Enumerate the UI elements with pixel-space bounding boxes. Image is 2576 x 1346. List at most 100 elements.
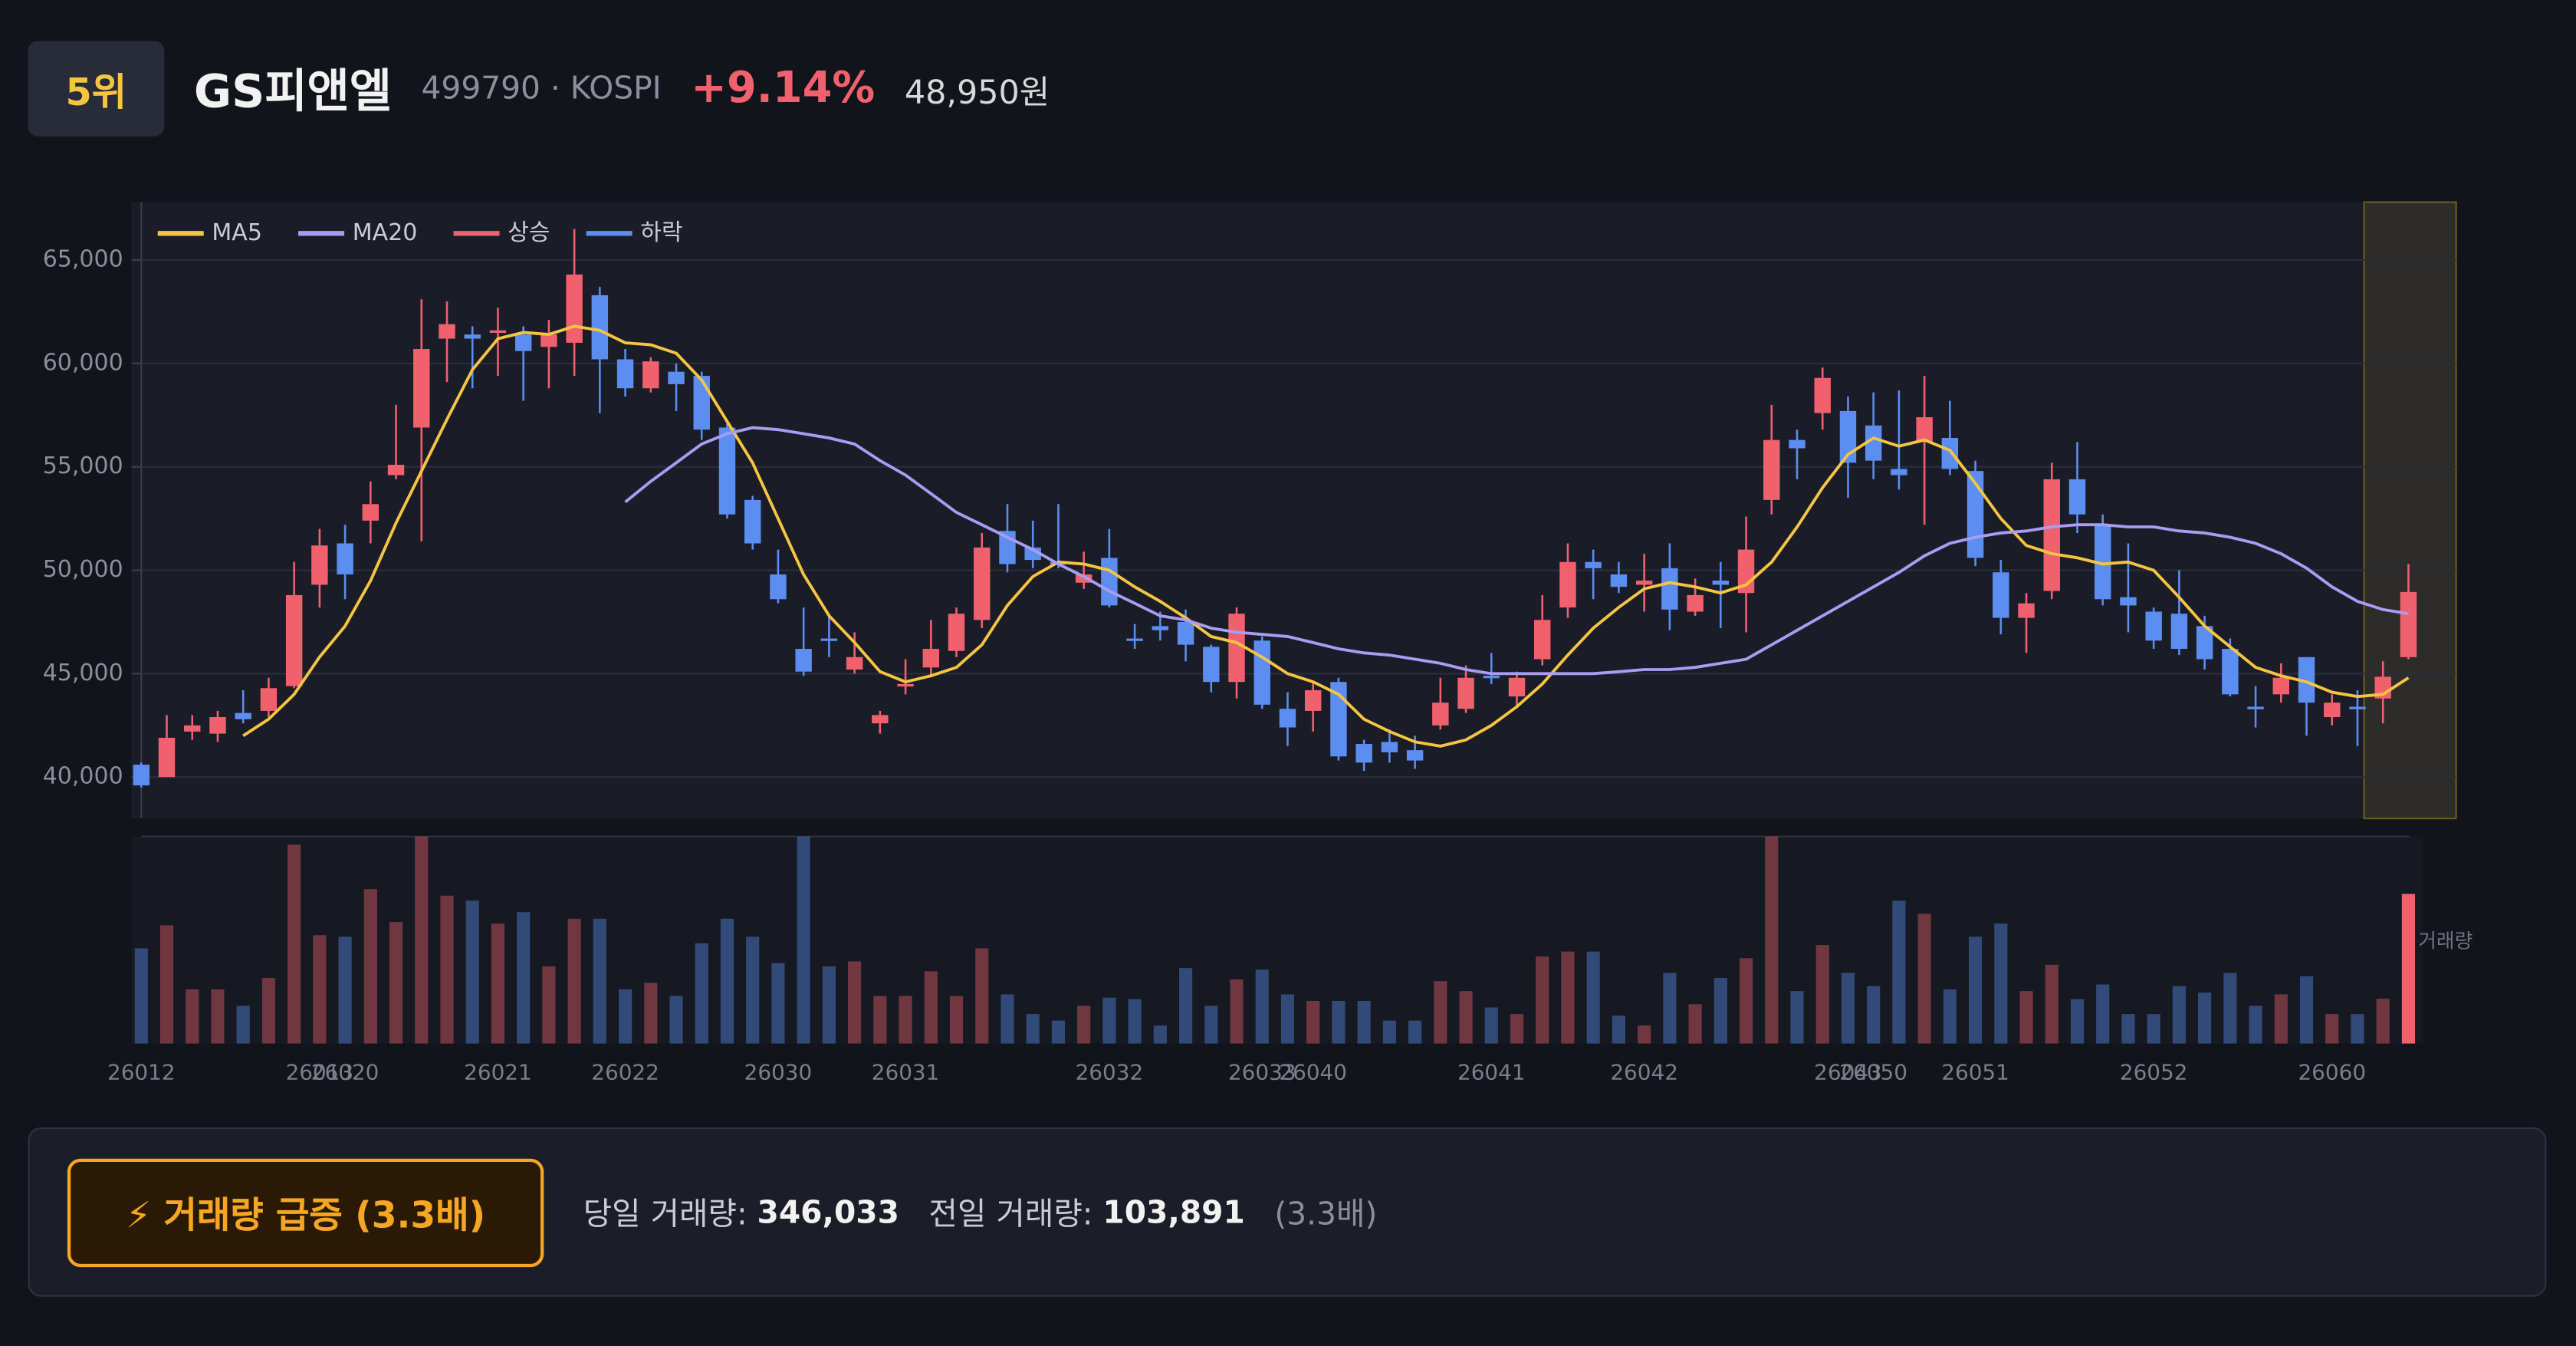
candle-body (2400, 591, 2417, 657)
legend-label: 하락 (640, 219, 682, 246)
volume-bar (771, 963, 785, 1044)
y-tick-label: 40,000 (43, 763, 123, 790)
candle-body (2170, 614, 2188, 650)
alert-badge[interactable]: ⚡ 거래량 급증 (3.3배) (67, 1157, 544, 1267)
volume-bar (797, 836, 810, 1044)
volume-bar (542, 966, 556, 1044)
ma-line (624, 426, 2409, 676)
candle-body (1763, 439, 1780, 500)
volume-bar (1688, 1004, 1702, 1044)
volume-bar (2351, 1014, 2364, 1044)
volume-bar (1510, 1014, 1524, 1044)
candle-body (1126, 638, 1143, 641)
volume-bar (1815, 945, 1829, 1044)
candle-body (872, 715, 889, 724)
candle-body (795, 649, 812, 672)
candle-body (1891, 469, 1907, 476)
candle-body (1304, 689, 1322, 711)
volume-bar (313, 935, 327, 1044)
candle-body (718, 427, 736, 515)
candle-body (566, 274, 583, 343)
candle-body (1330, 682, 1347, 757)
volume-bar (1077, 1005, 1091, 1044)
candle-body (1406, 750, 1424, 761)
candle-body (184, 725, 201, 732)
candle-body (1865, 425, 1882, 461)
volume-bar (619, 989, 632, 1044)
prev-label: 전일 거래량: (928, 1196, 1093, 1233)
candle-body (1457, 677, 1474, 709)
volume-bar (491, 923, 505, 1044)
candle-body (1228, 614, 1245, 683)
y-tick-label: 60,000 (43, 349, 123, 376)
volume-bar (517, 912, 531, 1044)
candle-body (2018, 603, 2035, 618)
candle-body (922, 649, 940, 668)
volume-bar (1026, 1014, 1040, 1044)
candle-body (1534, 620, 1551, 660)
volume-bar (440, 895, 454, 1044)
x-tick-label: 26043 (1814, 1059, 1882, 1084)
candle-body (439, 324, 455, 339)
candle-body (1585, 561, 1602, 568)
volume-bar (1969, 936, 1983, 1044)
price: 48,950원 (904, 71, 1050, 111)
volume-bar (389, 922, 403, 1044)
candle-body (1075, 574, 1092, 583)
x-tick-label: 26060 (2298, 1059, 2366, 1084)
volume-bar (1459, 991, 1473, 1044)
candle-body (1254, 640, 1270, 705)
volume-bar (1892, 900, 1906, 1044)
ratio: (3.3배) (1274, 1196, 1378, 1233)
volume-bar (822, 966, 836, 1044)
candle-body (974, 547, 991, 620)
candle-body (668, 371, 685, 384)
y-tick-label: 65,000 (43, 246, 123, 273)
volume-bar (873, 996, 887, 1044)
volume-bar (211, 989, 225, 1044)
x-tick-label: 26022 (591, 1059, 659, 1084)
candle-body (2145, 611, 2162, 641)
volume-bar (1153, 1025, 1167, 1044)
volume-bar (899, 996, 912, 1044)
volume-bar (1714, 978, 1727, 1044)
volume-pane (131, 836, 2423, 1044)
x-tick-label: 26032 (1076, 1059, 1144, 1084)
volume-bar (1561, 951, 1575, 1044)
candle-body (1381, 742, 1398, 752)
candle-body (1635, 581, 1653, 585)
volume-bar (2274, 994, 2288, 1044)
candle-body (1712, 581, 1730, 585)
volume-bar (1178, 968, 1193, 1044)
candle-body (1279, 709, 1296, 728)
volume-bar (567, 918, 581, 1044)
candle-body (1814, 377, 1831, 413)
x-tick-label: 26020 (311, 1059, 380, 1084)
volume-bar (236, 1005, 250, 1044)
x-tick-label: 26031 (872, 1059, 940, 1084)
candle-body (209, 717, 226, 734)
y-tick-label: 55,000 (43, 453, 123, 479)
y-tick-label: 50,000 (43, 556, 123, 583)
legend-label: MA20 (353, 219, 418, 246)
volume-bar (2045, 964, 2058, 1044)
volume-bar (415, 836, 429, 1044)
candle-body (693, 376, 710, 430)
stock-code: 499790 · KOSPI (421, 71, 662, 107)
stock-name: GS피앤엘 (193, 64, 392, 119)
volume-bar (975, 948, 989, 1044)
volume-bar (924, 971, 938, 1044)
volume-bar (2198, 992, 2212, 1044)
volume-bar (1867, 986, 1881, 1044)
today-volume: 346,033 (757, 1193, 899, 1230)
candle-body (1916, 417, 1933, 443)
candle-body (1152, 626, 1169, 630)
candle-body (1508, 677, 1526, 697)
volume-bar (1586, 951, 1600, 1044)
candle-body (1101, 558, 1118, 606)
candle-body (2222, 649, 2239, 695)
highlight-box (2363, 201, 2457, 820)
